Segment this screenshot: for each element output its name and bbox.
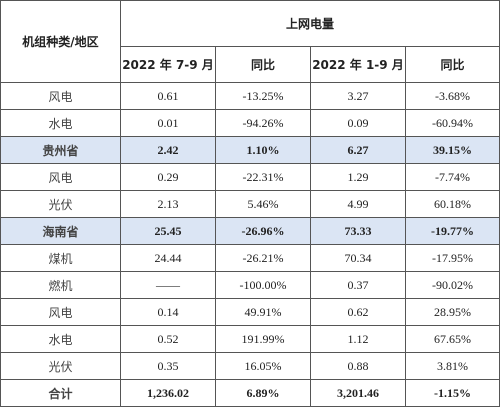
cell: 16.05% (215, 352, 311, 380)
table-row: 水电 0.01 -94.26% 0.09 -60.94% (0, 109, 500, 137)
column-header: 2022 年 7-9 月 (120, 46, 216, 83)
row-label: 风电 (0, 163, 121, 191)
cell: 0.29 (120, 163, 216, 191)
cell: 3.81% (404, 352, 500, 380)
cell: -90.02% (404, 271, 500, 299)
row-label: 贵州省 (0, 136, 121, 164)
cell: -60.94% (404, 109, 500, 137)
table-row: 风电 0.61 -13.25% 3.27 -3.68% (0, 82, 500, 110)
cell: 5.46% (215, 190, 311, 218)
cell: 0.88 (310, 352, 406, 380)
row-label: 水电 (0, 325, 121, 353)
table-row: 风电 0.14 49.91% 0.62 28.95% (0, 298, 500, 326)
cell: 1,236.02 (120, 379, 216, 407)
table-title: 上网电量 (119, 0, 500, 47)
cell: 28.95% (404, 298, 500, 326)
cell: -26.96% (215, 217, 311, 245)
cell: -19.77% (404, 217, 500, 245)
cell: -100.00% (215, 271, 311, 299)
cell: 2.42 (120, 136, 216, 164)
cell: 6.27 (310, 136, 406, 164)
group-label: 机组种类/地区 (0, 0, 121, 83)
header-row: 机组种类/地区 上网电量 (0, 0, 500, 83)
row-label: 海南省 (0, 217, 121, 245)
cell: 4.99 (310, 190, 406, 218)
cell: 24.44 (120, 244, 216, 272)
cell: -7.74% (404, 163, 500, 191)
cell: 0.52 (120, 325, 216, 353)
row-label: 煤机 (0, 244, 121, 272)
column-header: 2022 年 1-9 月 (310, 46, 406, 83)
row-label: 合计 (0, 379, 121, 407)
cell: 191.99% (215, 325, 311, 353)
cell: -94.26% (215, 109, 311, 137)
cell: 0.37 (310, 271, 406, 299)
row-label: 燃机 (0, 271, 121, 299)
cell: 73.33 (310, 217, 406, 245)
cell: 67.65% (404, 325, 500, 353)
cell: —— (120, 271, 216, 299)
table-row: 燃机 —— -100.00% 0.37 -90.02% (0, 271, 500, 299)
cell: 1.10% (215, 136, 311, 164)
table-row: 贵州省 2.42 1.10% 6.27 39.15% (0, 136, 500, 164)
cell: 3.27 (310, 82, 406, 110)
cell: 1.29 (310, 163, 406, 191)
cell: 0.01 (120, 109, 216, 137)
table-row: 光伏 2.13 5.46% 4.99 60.18% (0, 190, 500, 218)
cell: 0.62 (310, 298, 406, 326)
row-label: 风电 (0, 82, 121, 110)
table-row: 海南省 25.45 -26.96% 73.33 -19.77% (0, 217, 500, 245)
cell: -3.68% (404, 82, 500, 110)
cell: 0.09 (310, 109, 406, 137)
cell: 49.91% (215, 298, 311, 326)
row-label: 水电 (0, 109, 121, 137)
header-row: 2022 年 7-9 月 同比 2022 年 1-9 月 同比 (1, 46, 500, 83)
cell: 70.34 (310, 244, 406, 272)
table-row: 合计 1,236.02 6.89% 3,201.46 -1.15% (0, 379, 500, 407)
table-row: 风电 0.29 -22.31% 1.29 -7.74% (0, 163, 500, 191)
cell: 25.45 (120, 217, 216, 245)
cell: 6.89% (215, 379, 311, 407)
cell: -17.95% (404, 244, 500, 272)
row-label: 光伏 (0, 190, 121, 218)
table-row: 光伏 0.35 16.05% 0.88 3.81% (0, 352, 500, 380)
cell: -1.15% (404, 379, 500, 407)
table-row: 水电 0.52 191.99% 1.12 67.65% (0, 325, 500, 353)
row-label: 光伏 (0, 352, 121, 380)
cell: -26.21% (215, 244, 311, 272)
cell: -13.25% (215, 82, 311, 110)
table-row: 煤机 24.44 -26.21% 70.34 -17.95% (0, 244, 500, 272)
cell: 3,201.46 (310, 379, 406, 407)
cell: 1.12 (310, 325, 406, 353)
cell: 60.18% (404, 190, 500, 218)
column-header: 同比 (215, 46, 311, 83)
cell: 0.35 (120, 352, 216, 380)
cell: 0.61 (120, 82, 216, 110)
cell: 39.15% (404, 136, 500, 164)
cell: -22.31% (215, 163, 311, 191)
cell: 0.14 (120, 298, 216, 326)
column-header: 同比 (404, 46, 500, 83)
cell: 2.13 (120, 190, 216, 218)
row-label: 风电 (0, 298, 121, 326)
